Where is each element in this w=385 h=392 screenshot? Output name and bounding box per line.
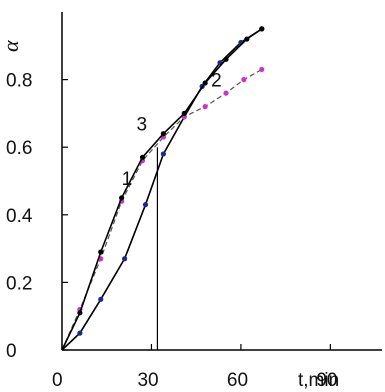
x-tick-label: 90 bbox=[316, 370, 337, 391]
series-3-point bbox=[223, 56, 229, 62]
tick-labels: 0 0.2 0.4 0.6 0.8 0 30 60 90t,min bbox=[6, 71, 339, 391]
x-tick-label: 30 bbox=[137, 370, 158, 391]
series-2-point bbox=[241, 77, 247, 83]
curve-labels: 1 2 3 bbox=[122, 70, 222, 190]
series-2-point bbox=[223, 90, 229, 96]
y-tick-label: 0.4 bbox=[6, 206, 33, 227]
series-3-point bbox=[202, 80, 208, 86]
series-1-point bbox=[98, 296, 104, 302]
series-1-point bbox=[160, 151, 166, 157]
curve-label-1: 1 bbox=[122, 169, 133, 190]
series-1-point bbox=[77, 330, 83, 336]
x-tick-label: 0 bbox=[52, 370, 63, 391]
series-3-point bbox=[160, 131, 166, 137]
y-tick-label: 0.6 bbox=[6, 138, 32, 159]
series-3-point bbox=[77, 310, 83, 316]
axes bbox=[61, 12, 382, 351]
series-2-line bbox=[61, 68, 263, 351]
x-axis-label: t,min bbox=[298, 370, 339, 391]
series-1-point bbox=[122, 256, 128, 262]
series-1-point bbox=[142, 202, 149, 208]
series-3-point bbox=[98, 249, 104, 255]
series-3-line bbox=[61, 28, 263, 351]
series-2-point bbox=[202, 104, 208, 110]
series-3-point bbox=[244, 36, 250, 42]
y-axis-label: α bbox=[0, 40, 23, 52]
series-group bbox=[61, 26, 265, 351]
series-3-point bbox=[181, 110, 187, 116]
curve-label-3: 3 bbox=[137, 114, 148, 135]
y-tick-label: 0.2 bbox=[6, 273, 32, 294]
series-3-point bbox=[119, 195, 125, 201]
curve-label-2: 2 bbox=[211, 70, 222, 91]
series-3-point bbox=[259, 26, 265, 32]
series-2-point bbox=[259, 66, 265, 73]
x-tick-label: 60 bbox=[227, 370, 248, 391]
y-tick-label: 0.8 bbox=[6, 71, 32, 92]
series-1-line bbox=[61, 28, 263, 351]
y-tick-label: 0 bbox=[6, 341, 17, 362]
series-3-point bbox=[139, 154, 146, 160]
